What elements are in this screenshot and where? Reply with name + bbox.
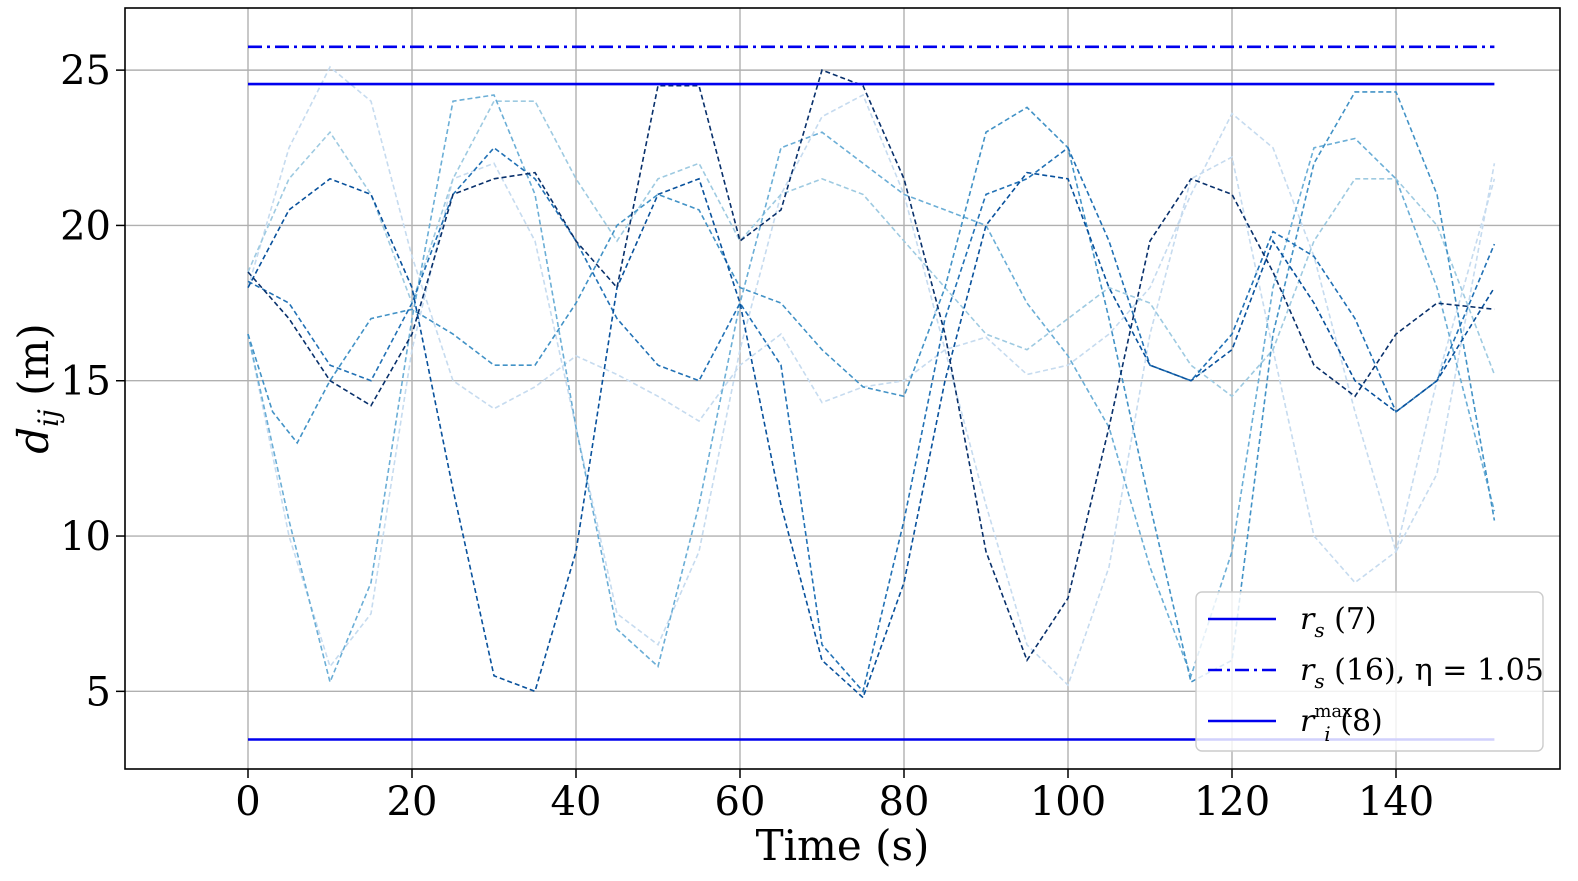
x-axis-label: Time (s) [756, 821, 930, 870]
y-tick-label: 5 [86, 669, 111, 715]
y-axis-ticks: 5 10 15 20 25 [60, 48, 125, 715]
y-axis-label-unit: (m) [9, 323, 58, 409]
series-line [247, 94, 1496, 685]
legend-label-rs16: rs (16), η = 1.05 [1300, 653, 1544, 693]
x-tick-label: 20 [387, 779, 438, 825]
y-tick-label: 10 [60, 514, 111, 560]
series-layer [247, 65, 1496, 700]
series-line [247, 100, 1496, 398]
plot-frame [124, 7, 1561, 770]
y-axis-label-main: d [9, 427, 58, 454]
legend-label-rs7: rs (7) [1300, 602, 1377, 642]
y-tick-label: 25 [60, 48, 111, 94]
series-line [247, 171, 1496, 700]
x-axis-ticks: 0 20 40 60 80 100 120 140 [235, 769, 1434, 825]
grid [125, 8, 1560, 769]
legend-label-symbol: r [1300, 704, 1316, 739]
x-tick-label: 140 [1358, 779, 1434, 825]
legend-label-rimax: rmax i (8) [1300, 701, 1383, 746]
legend-label-sub: i [1324, 722, 1330, 746]
legend-label-rest: (7) [1325, 602, 1377, 637]
series-line [247, 65, 1496, 554]
x-tick-label: 80 [879, 779, 930, 825]
x-tick-label: 120 [1194, 779, 1270, 825]
legend-label-sub: s [1314, 618, 1324, 642]
legend-box [1195, 591, 1544, 752]
legend-label-rest: (16), η = 1.05 [1325, 653, 1544, 688]
legend-label-symbol: r [1300, 653, 1316, 688]
y-tick-label: 15 [60, 359, 111, 405]
legend-label-sub: s [1314, 669, 1324, 693]
y-tick-label: 20 [60, 203, 111, 249]
series-line [247, 69, 1495, 663]
x-tick-label: 60 [715, 779, 766, 825]
y-axis-label-sub: ij [32, 409, 65, 427]
x-tick-label: 40 [551, 779, 602, 825]
legend-label-rest: (8) [1331, 704, 1383, 739]
legend-label-sup: max [1314, 701, 1352, 722]
legend-label-symbol: r [1300, 602, 1316, 637]
x-tick-label: 0 [235, 779, 260, 825]
y-axis-label: dij (m) [9, 323, 65, 453]
x-tick-label: 100 [1030, 779, 1106, 825]
